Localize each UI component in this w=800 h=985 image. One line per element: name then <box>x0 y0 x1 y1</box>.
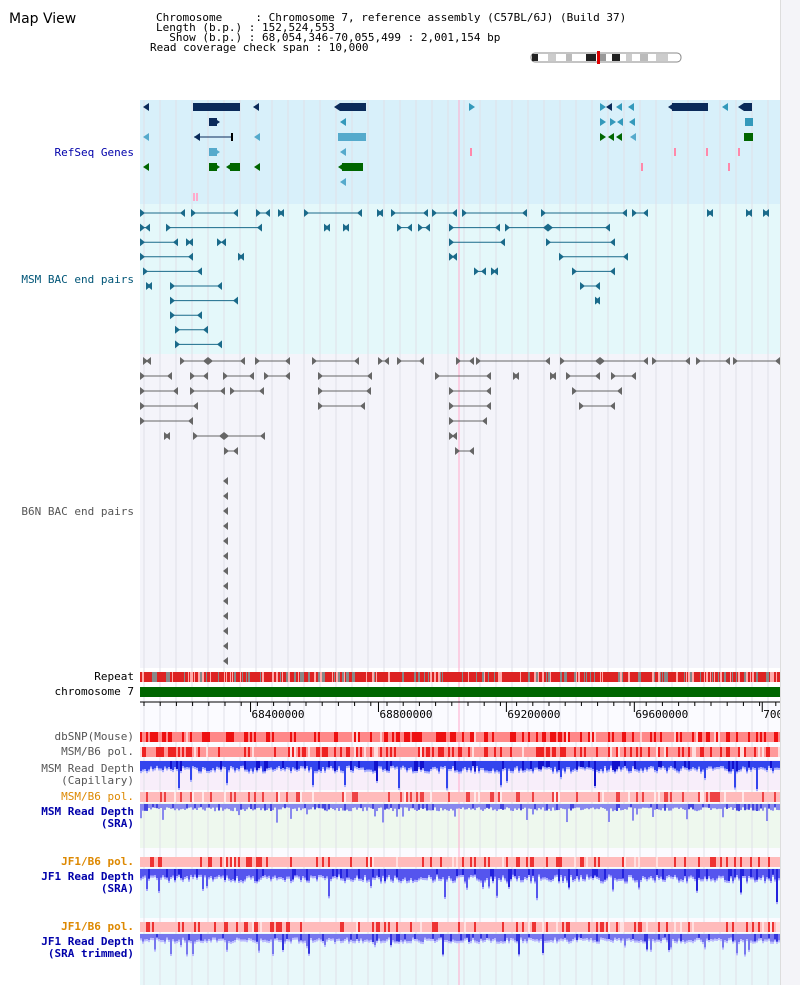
b6n-bac-track-bg <box>140 354 780 668</box>
repeat-track <box>140 672 780 682</box>
axis-tick-label: 68400000 <box>252 708 305 721</box>
track-label-jf1-depth-trim: JF1 Read Depth <box>41 935 134 948</box>
track-label-msm-depth-sra-sub: (SRA) <box>100 817 134 830</box>
track-label-jf1-pol-1: JF1/B6 pol. <box>61 855 134 868</box>
track-label-refseq: RefSeq Genes <box>54 146 134 159</box>
track-label-b6n-bac: B6N BAC end pairs <box>21 505 134 518</box>
track-label-jf1-depth-trim-sub: (SRA trimmed) <box>47 947 134 960</box>
vertical-scrollbar[interactable] <box>780 0 800 985</box>
refseq-genes-track <box>143 103 753 201</box>
track-label-msm-depth-cap-sub: (Capillary) <box>61 774 134 787</box>
track-label-msm-depth-cap: MSM Read Depth <box>41 762 134 775</box>
axis-tick-label: 69600000 <box>635 708 688 721</box>
track-label-msm-pol-2: MSM/B6 pol. <box>61 790 134 803</box>
axis-tick-label: 70000000 <box>763 708 780 721</box>
chromosome-info: Chromosome : Chromosome 7, reference ass… <box>156 11 627 24</box>
track-label-msm-bac: MSM BAC end pairs <box>21 273 134 286</box>
grid-lines <box>143 100 769 985</box>
axis-tick-label: 68800000 <box>379 708 432 721</box>
track-label-msm-pol-1: MSM/B6 pol. <box>61 745 134 758</box>
track-label-repeat: Repeat <box>94 670 134 683</box>
b6n-bac-track <box>140 357 780 665</box>
axis-tick-label: 69200000 <box>507 708 560 721</box>
msm-bac-track-bg <box>140 204 780 354</box>
page-title: Map View <box>9 11 77 27</box>
track-label-jf1-depth-sra: JF1 Read Depth <box>41 870 134 883</box>
genome-map-canvas[interactable]: 68400000 68800000 69200000 69600000 70000000 <box>0 0 780 985</box>
position-axis: 68400000 68800000 69200000 69600000 70000000 <box>140 701 780 721</box>
track-label-jf1-pol-2: JF1/B6 pol. <box>61 920 134 933</box>
track-label-dbsnp: dbSNP(Mouse) <box>54 730 134 743</box>
chromosome-bar <box>140 687 780 697</box>
track-label-jf1-depth-sra-sub: (SRA) <box>100 882 134 895</box>
coverage-span-info: Read coverage check span : 10,000 <box>150 41 369 54</box>
track-label-chromosome: chromosome 7 <box>54 685 134 698</box>
length-info: Length (b.p.) : 152,524,553 <box>156 21 335 34</box>
msm-sra-depth-bg <box>140 803 780 848</box>
refseq-track-bg <box>140 100 780 204</box>
heat-tracks <box>140 732 780 932</box>
show-range-info: Show (b.p.) : 68,054,346-70,055,499 : 2,… <box>156 31 501 44</box>
chromosome-ideogram <box>530 51 682 64</box>
msm-bac-track <box>140 209 769 349</box>
track-label-msm-depth-sra: MSM Read Depth <box>41 805 134 818</box>
depth-tracks <box>140 761 780 957</box>
